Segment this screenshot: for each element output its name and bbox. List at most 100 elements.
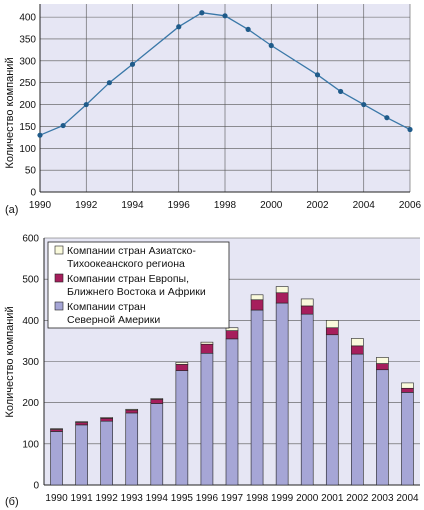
y-tick-label: 150 xyxy=(19,122,36,133)
data-point xyxy=(129,61,136,67)
bar-chart-y-ticks: 0 100 200 300 400 500 600 xyxy=(22,234,39,492)
x-tick-label: 1997 xyxy=(221,493,244,504)
x-tick-label: 1993 xyxy=(121,493,144,504)
x-tick-label: 1992 xyxy=(75,200,98,211)
x-tick-label: 1994 xyxy=(146,493,169,504)
legend-label: Компании стран Европы, xyxy=(67,273,189,285)
data-point xyxy=(199,10,205,16)
y-tick-label: 250 xyxy=(19,78,36,89)
bar-segment xyxy=(125,412,139,486)
bar-segment xyxy=(50,431,63,486)
bar-segment xyxy=(275,302,289,486)
bar-segment xyxy=(175,362,189,365)
y-tick-label: 100 xyxy=(19,144,36,155)
x-tick-label: 2001 xyxy=(321,493,344,504)
bar-segment xyxy=(125,409,139,414)
bar-segment xyxy=(75,424,88,486)
data-point xyxy=(106,80,112,86)
x-tick-label: 2000 xyxy=(296,493,319,504)
bar-segment xyxy=(100,417,113,419)
data-point xyxy=(384,115,390,121)
y-tick-label: 300 xyxy=(22,357,39,368)
x-tick-label: 2006 xyxy=(399,200,422,211)
x-tick-label: 1996 xyxy=(196,493,219,504)
data-point xyxy=(37,132,43,138)
data-point xyxy=(314,72,321,78)
bar-segment xyxy=(325,320,339,329)
bar-segment xyxy=(225,327,239,331)
line-chart-axes xyxy=(39,4,410,193)
bar-segment xyxy=(376,357,389,364)
bar-chart-x-ticks: 1990 1991 1992 1993 1994 1995 1996 1997 1998 1999… xyxy=(45,493,419,504)
x-tick-label: 2002 xyxy=(306,200,329,211)
x-tick-label: 1998 xyxy=(214,200,237,211)
x-tick-label: 1999 xyxy=(271,493,294,504)
y-tick-label: 200 xyxy=(22,398,39,409)
bar-segment xyxy=(376,369,389,486)
bar-chart-y-label: Количество компаний xyxy=(4,306,16,417)
bar-segment xyxy=(50,428,63,430)
y-tick-label: 400 xyxy=(22,316,39,327)
bar-segment xyxy=(150,403,164,486)
line-chart-y-ticks: 0 50 100 150 200 250 300 350 400 xyxy=(19,13,36,199)
y-tick-label: 350 xyxy=(19,34,36,45)
panel-a-label: (а) xyxy=(5,204,18,216)
bar-segment xyxy=(150,398,164,400)
bar-segment xyxy=(300,305,314,315)
x-tick-label: 2004 xyxy=(353,200,376,211)
x-tick-label: 1994 xyxy=(121,200,144,211)
bar-segment xyxy=(300,313,314,486)
bar-segment xyxy=(351,353,364,486)
bar-segment xyxy=(351,338,364,347)
bar-segment xyxy=(250,299,264,311)
bar-segment xyxy=(175,364,189,371)
legend-label: Компании стран Азиатско- xyxy=(67,245,196,257)
bar-segment xyxy=(200,343,214,354)
legend-label: Компании стран xyxy=(67,301,146,313)
x-tick-label: 2000 xyxy=(260,200,283,211)
bar-segment xyxy=(75,421,88,423)
x-tick-label: 2002 xyxy=(346,493,369,504)
bar-segment xyxy=(401,392,414,486)
panel-b-label: (б) xyxy=(5,496,19,508)
y-tick-label: 300 xyxy=(19,56,36,67)
y-tick-label: 500 xyxy=(22,275,39,286)
bar-segment xyxy=(75,422,88,426)
x-tick-label: 1995 xyxy=(171,493,194,504)
line-chart-y-label: Количество компаний xyxy=(4,57,16,168)
x-tick-label: 1990 xyxy=(29,200,52,211)
line-chart-points xyxy=(37,10,413,138)
data-point xyxy=(268,42,274,49)
y-tick-label: 400 xyxy=(19,13,36,24)
bar-segment xyxy=(125,408,139,411)
bar-segment xyxy=(50,429,63,432)
x-tick-label: 1991 xyxy=(70,493,93,504)
data-point xyxy=(338,88,344,95)
y-tick-label: 100 xyxy=(22,439,39,450)
y-tick-label: 0 xyxy=(30,188,36,199)
data-point xyxy=(176,24,182,30)
bar-segment xyxy=(175,370,189,486)
legend-swatch xyxy=(54,301,64,311)
legend-box xyxy=(47,241,230,329)
bar-segment xyxy=(376,363,389,371)
y-tick-label: 600 xyxy=(22,234,39,245)
data-point xyxy=(361,101,367,108)
x-tick-label: 1998 xyxy=(246,493,269,504)
legend-label: Ближнего Востока и Африки xyxy=(67,286,206,298)
line-chart-x-ticks: 1990 1992 1994 1996 1998 2000 2002 2004 2006 xyxy=(29,200,422,211)
bar-chart-panel: 0 100 200 300 400 500 600 1990 1991 1992 1993 1994… xyxy=(4,234,420,508)
bar-segment xyxy=(200,352,214,486)
legend-label: Северной Америки xyxy=(67,314,160,326)
x-tick-label: 1990 xyxy=(45,493,68,504)
bar-segment xyxy=(325,327,339,336)
x-tick-label: 1992 xyxy=(96,493,119,504)
bar-segment xyxy=(275,292,289,304)
bar-segment xyxy=(150,399,164,404)
bar-chart-bars xyxy=(50,286,414,486)
legend-label: Тихоокеанского региона xyxy=(67,258,185,270)
bar-segment xyxy=(225,338,239,486)
bar-segment xyxy=(325,334,339,486)
data-point xyxy=(60,122,66,129)
